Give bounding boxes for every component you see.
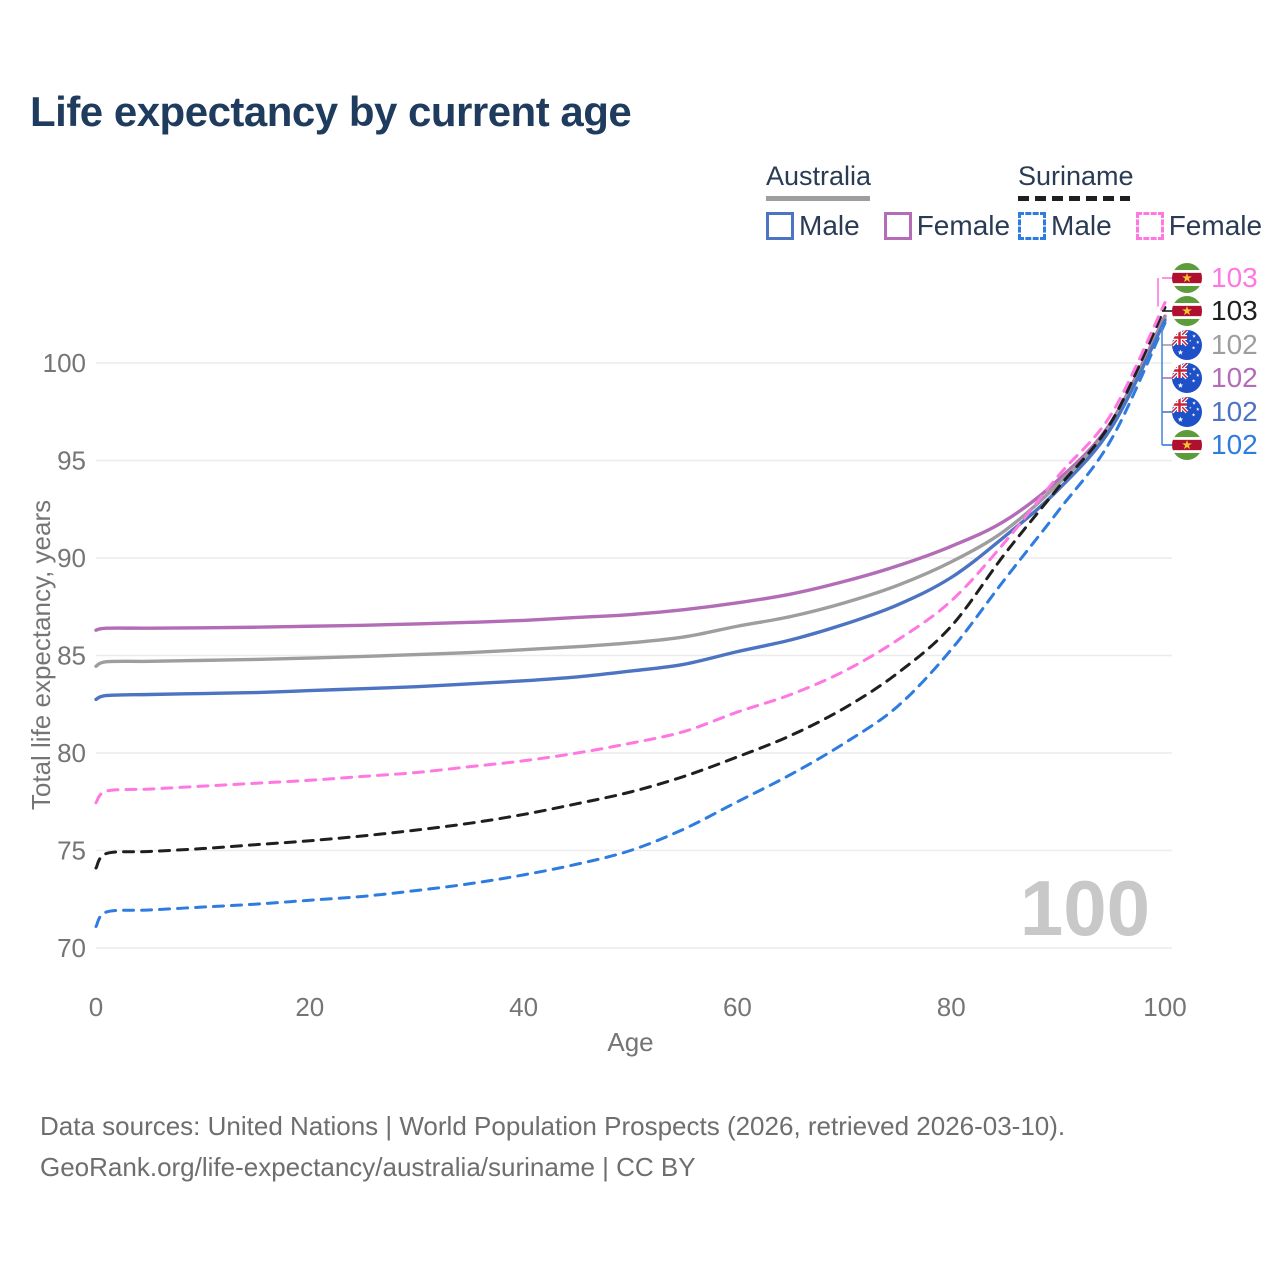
series-line-australia-male (94, 318, 1167, 702)
series-line-suriname-male (94, 321, 1167, 929)
end-label-value: 102 (1211, 362, 1258, 393)
x-tick-60: 60 (723, 992, 752, 1022)
end-label-suriname-male: 102 (1172, 428, 1258, 462)
suriname-flag-icon (1172, 430, 1202, 460)
series-line-suriname-female (94, 301, 1167, 805)
end-label-value: 103 (1211, 262, 1258, 293)
legend-label-australia-female: Female (916, 210, 1011, 241)
series-line-suriname-both-sexes (94, 305, 1167, 870)
australia-flag-icon (1172, 330, 1202, 360)
legend-item-suriname-male[interactable]: Male (1018, 210, 1112, 242)
end-label-australia-both: 102 (1172, 328, 1258, 362)
legend-header-suriname[interactable]: Suriname (1018, 161, 1134, 191)
australia-solid-line-sample (766, 196, 870, 201)
suriname-flag-icon (1172, 263, 1202, 293)
x-axis-title: Age (607, 1027, 653, 1057)
age-watermark: 100 (1019, 864, 1150, 952)
suriname-flag-icon (1172, 296, 1202, 326)
legend-group-suriname: Suriname Male Female (1018, 161, 1262, 242)
end-label-australia-male: 102 (1172, 395, 1258, 429)
series-line-australia-both-sexes (94, 316, 1167, 668)
legend-header-australia[interactable]: Australia (766, 161, 872, 191)
page-title: Life expectancy by current age (30, 88, 632, 135)
y-axis-title: Total life expectancy, years (26, 500, 56, 810)
end-label-value: 102 (1211, 329, 1258, 360)
y-tick-85: 85 (57, 641, 86, 671)
suriname-female-swatch-icon (1135, 212, 1164, 240)
footer-data-sources: Data sources: United Nations | World Pop… (40, 1111, 1066, 1141)
footer: Data sources: United Nations | World Pop… (40, 1106, 1065, 1188)
x-tick-80: 80 (937, 992, 966, 1022)
legend-group-australia: Australia Male Female (766, 161, 1010, 242)
australia-flag-icon (1172, 397, 1202, 427)
legend-item-australia-male[interactable]: Male (766, 210, 860, 242)
end-label-suriname-both: 103 (1172, 294, 1258, 328)
y-tick-100: 100 (43, 348, 86, 378)
australia-male-swatch-icon (766, 212, 794, 240)
australia-flag-icon (1172, 363, 1202, 393)
footer-attribution: GeoRank.org/life-expectancy/australia/su… (40, 1152, 696, 1182)
y-tick-95: 95 (57, 446, 86, 476)
y-tick-75: 75 (57, 836, 86, 866)
suriname-dashed-line-sample (1018, 196, 1130, 201)
legend-label-suriname-male: Male (1051, 210, 1112, 241)
end-label-australia-female: 102 (1172, 361, 1258, 395)
suriname-male-swatch-icon (1018, 212, 1046, 240)
end-label-value: 103 (1211, 295, 1258, 326)
y-tick-90: 90 (57, 543, 86, 573)
australia-female-swatch-icon (883, 212, 912, 240)
legend-label-suriname-female: Female (1168, 210, 1263, 241)
x-tick-20: 20 (295, 992, 324, 1022)
x-tick-0: 0 (89, 992, 103, 1022)
y-tick-80: 80 (57, 738, 86, 768)
legend-item-australia-female[interactable]: Female (883, 210, 1011, 242)
legend-item-suriname-female[interactable]: Female (1135, 210, 1263, 242)
legend-label-australia-male: Male (799, 210, 860, 241)
x-tick-40: 40 (509, 992, 538, 1022)
end-label-value: 102 (1211, 396, 1258, 427)
end-label-value: 102 (1211, 429, 1258, 460)
end-label-suriname-female: 103 (1172, 261, 1258, 295)
series-line-australia-female (94, 314, 1167, 632)
x-tick-100: 100 (1143, 992, 1186, 1022)
y-tick-70: 70 (57, 933, 86, 963)
